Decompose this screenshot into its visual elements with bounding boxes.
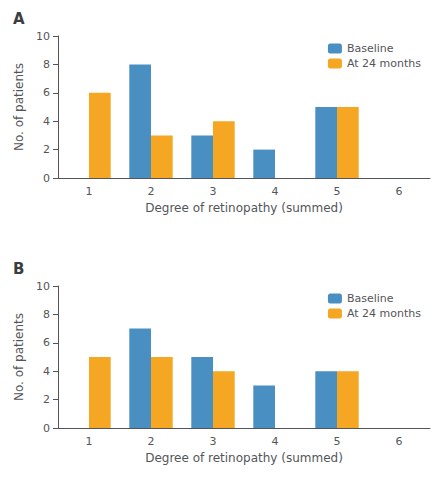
svg-text:No. of patients: No. of patients	[12, 63, 26, 151]
svg-text:4: 4	[43, 115, 50, 128]
svg-text:4: 4	[272, 435, 279, 448]
svg-text:No. of patients: No. of patients	[12, 313, 26, 401]
svg-text:3: 3	[210, 435, 217, 448]
svg-text:At 24 months: At 24 months	[347, 57, 421, 70]
svg-text:B: B	[13, 260, 24, 278]
svg-text:2: 2	[43, 143, 50, 156]
svg-text:5: 5	[334, 435, 341, 448]
svg-text:3: 3	[210, 185, 217, 198]
svg-text:At 24 months: At 24 months	[347, 307, 421, 320]
svg-text:1: 1	[86, 435, 93, 448]
svg-text:6: 6	[43, 336, 50, 349]
svg-text:4: 4	[43, 365, 50, 378]
svg-text:8: 8	[43, 308, 50, 321]
svg-text:2: 2	[148, 435, 155, 448]
svg-text:Degree of retinopathy (summed): Degree of retinopathy (summed)	[145, 451, 343, 465]
svg-text:Baseline: Baseline	[347, 292, 394, 305]
svg-text:6: 6	[43, 86, 50, 99]
svg-text:4: 4	[272, 185, 279, 198]
svg-text:5: 5	[334, 185, 341, 198]
svg-text:0: 0	[43, 172, 50, 185]
svg-text:2: 2	[148, 185, 155, 198]
svg-text:0: 0	[43, 422, 50, 435]
svg-text:10: 10	[36, 30, 50, 43]
svg-text:2: 2	[43, 393, 50, 406]
svg-text:8: 8	[43, 58, 50, 71]
svg-text:6: 6	[396, 185, 403, 198]
svg-text:Baseline: Baseline	[347, 42, 394, 55]
svg-text:A: A	[13, 10, 25, 28]
svg-text:Degree of retinopathy (summed): Degree of retinopathy (summed)	[145, 201, 343, 215]
svg-text:6: 6	[396, 435, 403, 448]
svg-text:10: 10	[36, 280, 50, 293]
svg-text:1: 1	[86, 185, 93, 198]
